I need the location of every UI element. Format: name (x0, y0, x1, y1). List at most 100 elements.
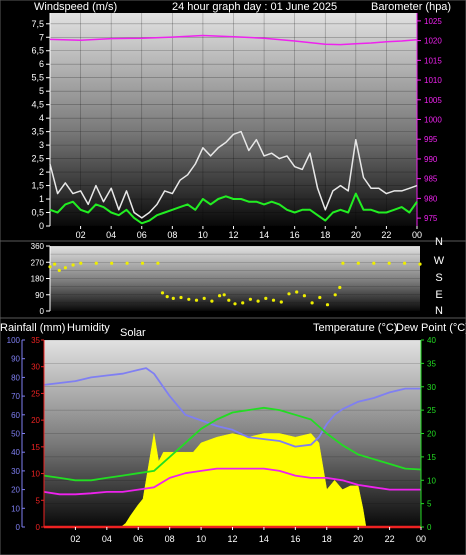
wind-x-tick-label: 10 (198, 230, 208, 240)
solar-area (44, 433, 421, 528)
direction-point (271, 298, 276, 302)
direction-point (57, 268, 61, 272)
direction-point (356, 261, 360, 265)
humidity-tick-label: 30 (11, 467, 20, 476)
wind-x-tick-label: 12 (228, 230, 238, 240)
compass-label: W (434, 255, 445, 267)
humidity-tick-label: 60 (11, 411, 20, 420)
wind-tick-label: 5 (39, 86, 44, 96)
barometer-tick-label: 990 (424, 155, 438, 164)
direction-point (210, 299, 214, 303)
direction-point (256, 299, 260, 303)
direction-point (53, 262, 57, 266)
direction-point (341, 261, 345, 265)
rainfall-tick-label: 30 (31, 363, 40, 372)
wind-x-tick-label: 00 (412, 230, 422, 240)
wind-panel: Windspeed (m/s) 24 hour graph day : 01 J… (0, 0, 466, 242)
wind-tick-label: 3,5 (31, 127, 44, 137)
rainfall-tick-label: 35 (31, 336, 40, 345)
wind-tick-label: 6,5 (31, 46, 44, 56)
wind-x-tick-label: 04 (106, 230, 116, 240)
direction-point (372, 261, 376, 265)
humidity-tick-label: 40 (11, 448, 20, 457)
direction-point (227, 298, 231, 302)
barometer-line (49, 34, 418, 46)
rainfall-tick-label: 5 (36, 496, 41, 505)
dew-line (43, 467, 421, 496)
wind-tick-label: 4 (39, 113, 44, 123)
temperature-tick-label: 20 (427, 430, 436, 439)
direction-point (333, 293, 337, 297)
compass-label: E (435, 289, 442, 301)
direction-point (418, 262, 422, 266)
temperature-x-tick-label: 20 (353, 534, 363, 544)
temperature-panel: Rainfall (mm) Humidity Solar Temperature… (0, 317, 466, 555)
humidity-axis-label: Humidity (67, 322, 110, 334)
direction-point (241, 301, 245, 305)
humidity-line (43, 367, 421, 448)
direction-point (264, 296, 268, 300)
direction-point (318, 295, 322, 300)
wind-tick-label: 6 (39, 59, 44, 69)
temperature-x-tick-label: 16 (290, 534, 300, 544)
compass-label: N (435, 305, 443, 317)
direction-point (79, 261, 83, 265)
barometer-tick-label: 1015 (424, 56, 442, 65)
wind-tick-label: 7,5 (31, 19, 44, 29)
direction-point (194, 298, 199, 302)
direction-point (94, 261, 98, 265)
temperature-tick-label: 10 (427, 476, 436, 485)
wind-tick-label: 2,5 (31, 154, 44, 164)
direction-point (140, 261, 145, 265)
rainfall-tick-label: 25 (31, 389, 40, 398)
temperature-x-tick-label: 02 (70, 534, 80, 544)
direction-point (218, 294, 222, 298)
barometer-tick-label: 985 (424, 175, 438, 184)
wind-x-tick-label: 02 (76, 230, 86, 240)
direction-point (222, 293, 226, 297)
rainfall-tick-label: 20 (31, 416, 40, 425)
direction-point (287, 292, 291, 296)
humidity-tick-label: 90 (11, 355, 20, 364)
wind-line (49, 192, 418, 225)
rainfall-axis-label: Rainfall (mm) (0, 322, 65, 334)
temperature-tick-label: 30 (427, 383, 436, 392)
direction-point (279, 300, 283, 304)
direction-point (156, 261, 160, 265)
temperature-x-tick-label: 04 (102, 534, 112, 544)
direction-tick-label: 360 (31, 242, 45, 251)
rainfall-tick-label: 0 (36, 523, 41, 532)
rainfall-tick-label: 10 (31, 470, 40, 479)
temperature-x-tick-label: 18 (322, 534, 332, 544)
direction-point (302, 294, 306, 298)
temperature-tick-label: 15 (427, 453, 436, 462)
temperature-tick-label: 40 (427, 336, 436, 345)
barometer-tick-label: 995 (424, 135, 438, 144)
wind-x-tick-label: 18 (320, 230, 330, 240)
compass-label: N (435, 236, 443, 248)
direction-point (160, 291, 165, 295)
direction-point (63, 266, 67, 270)
wind-x-tick-label: 20 (351, 230, 361, 240)
direction-point (325, 303, 330, 307)
direction-point (171, 296, 175, 300)
humidity-tick-label: 20 (11, 486, 20, 495)
wind-tick-label: 7 (39, 32, 44, 42)
temperature-tick-label: 35 (427, 359, 436, 368)
gust-line (49, 130, 418, 219)
direction-point (248, 297, 252, 301)
wind-tick-label: 0 (39, 221, 44, 231)
direction-point (187, 297, 191, 301)
temperature-x-tick-label: 14 (259, 534, 269, 544)
direction-point (202, 296, 206, 300)
wind-tick-label: 1 (39, 194, 44, 204)
humidity-tick-label: 100 (7, 336, 21, 345)
temperature-tick-label: 25 (427, 406, 436, 415)
barometer-tick-label: 1010 (424, 76, 442, 85)
direction-point (387, 261, 391, 265)
direction-point (338, 285, 342, 290)
temperature-x-tick-label: 10 (196, 534, 206, 544)
barometer-tick-label: 1020 (424, 37, 442, 46)
dew-point-axis-label: Dew Point (°C) (396, 322, 466, 334)
wind-tick-label: 4,5 (31, 100, 44, 110)
